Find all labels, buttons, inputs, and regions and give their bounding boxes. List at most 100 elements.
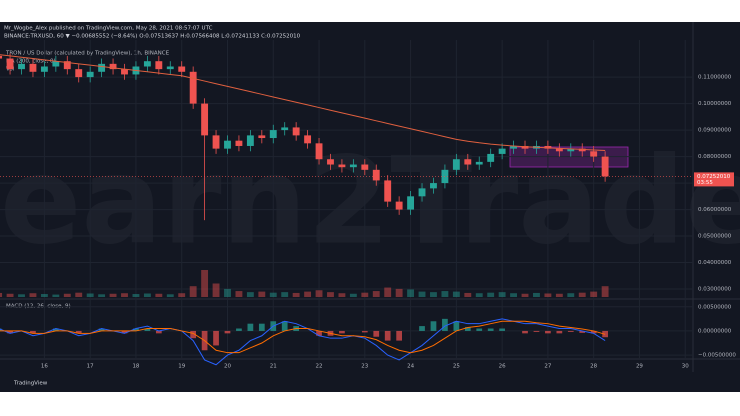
volume-bar <box>132 294 140 297</box>
candle-body <box>201 103 209 136</box>
macd-histogram <box>75 330 82 334</box>
volume-bar <box>567 293 575 297</box>
macd-histogram <box>373 330 380 337</box>
x-tick-label: 24 <box>407 364 414 370</box>
candle-body <box>544 145 552 149</box>
candle-body <box>372 169 380 181</box>
macd-histogram <box>590 330 597 334</box>
volume-bar <box>407 289 415 297</box>
candle-body <box>281 127 289 131</box>
candle-body <box>578 148 586 152</box>
candle-body <box>269 130 277 139</box>
y-tick-label: 0.03000000 <box>698 287 732 293</box>
y-tick-label: 0.10000000 <box>698 101 732 107</box>
volume-bar <box>304 291 312 297</box>
candle-body <box>166 66 174 70</box>
legend-ma: MA (200, close, 0) <box>6 59 56 65</box>
candle-body <box>464 159 472 165</box>
x-tick-label: 18 <box>132 364 139 370</box>
macd-histogram <box>258 323 265 331</box>
macd-tick-label: 0.00000000 <box>698 328 732 334</box>
x-tick-label: 29 <box>636 364 643 370</box>
candle-body <box>452 159 460 170</box>
macd-histogram <box>316 330 322 336</box>
candle-body <box>430 183 437 189</box>
macd-histogram <box>419 326 425 331</box>
candle-body <box>121 69 128 75</box>
candle-body <box>189 71 197 104</box>
volume-bar <box>578 292 586 297</box>
x-tick-label: 23 <box>361 364 368 370</box>
candle-body <box>0 55 3 59</box>
candle-body <box>155 61 163 70</box>
macd-histogram <box>7 330 13 334</box>
candle-body <box>6 58 14 70</box>
x-tick-label: 25 <box>453 364 460 370</box>
x-tick-label: 26 <box>499 364 506 370</box>
macd-histogram <box>224 330 231 334</box>
y-tick-label: 0.11000000 <box>698 75 732 81</box>
candle-body <box>63 61 71 70</box>
volume-bar <box>521 293 529 297</box>
candle-body <box>475 161 483 165</box>
candle-body <box>40 66 48 72</box>
candle-body <box>590 151 598 157</box>
ma-line <box>0 54 606 151</box>
macd-histogram <box>133 328 139 331</box>
x-tick-label: 20 <box>224 364 231 370</box>
x-tick-label: 28 <box>590 364 597 370</box>
candle-body <box>258 135 266 139</box>
x-tick-label: 30 <box>682 364 689 370</box>
volume-bar <box>452 291 460 297</box>
volume-bar <box>544 293 552 297</box>
watermark: Learn2Trade <box>0 133 740 272</box>
candle-body <box>292 127 300 136</box>
volume-bar <box>155 293 163 297</box>
candle-body <box>395 201 403 210</box>
volume-bar <box>601 286 609 297</box>
macd-histogram <box>236 328 242 331</box>
volume-bar <box>63 293 71 297</box>
macd-histogram <box>442 318 448 331</box>
macd-histogram <box>144 328 151 331</box>
volume-bar <box>121 293 128 297</box>
macd-histogram <box>121 330 128 334</box>
candle-body <box>555 148 563 152</box>
countdown-label: 03:55 <box>697 180 713 186</box>
volume-bar <box>98 294 106 297</box>
candle-body <box>75 69 83 78</box>
macd-tick-label: −0.00500000 <box>698 353 736 359</box>
volume-bar <box>315 290 323 297</box>
last-price-box <box>694 172 734 187</box>
volume-bar <box>40 294 48 297</box>
candle-body <box>315 143 323 160</box>
volume-bar <box>86 293 94 297</box>
volume-bar <box>189 286 197 297</box>
volume-bar <box>327 292 334 297</box>
volume-bar <box>441 291 449 297</box>
macd-histogram <box>533 330 540 332</box>
y-tick-label: 0.04000000 <box>698 260 732 266</box>
volume-bar <box>292 292 300 297</box>
footer: TradingView <box>13 381 48 387</box>
volume-bar <box>418 291 426 297</box>
volume-bar <box>166 294 174 297</box>
macd-histogram <box>213 330 219 346</box>
candle-body <box>521 145 529 149</box>
volume-bar <box>18 294 25 297</box>
candle-body <box>567 148 575 152</box>
signal-line <box>0 320 606 354</box>
x-tick-label: 21 <box>270 364 277 370</box>
volume-bar <box>349 293 357 297</box>
candle-body <box>18 63 25 70</box>
candle-body <box>327 159 334 165</box>
y-tick-label: 0.08000000 <box>698 154 732 160</box>
candle-body <box>178 66 186 72</box>
volume-bar <box>475 293 483 297</box>
macd-histogram <box>545 330 551 334</box>
x-tick-label: 17 <box>87 364 94 370</box>
volume-bar <box>372 291 380 297</box>
candle-body <box>304 135 312 144</box>
chart-background <box>0 22 740 392</box>
macd-histogram <box>384 330 391 341</box>
